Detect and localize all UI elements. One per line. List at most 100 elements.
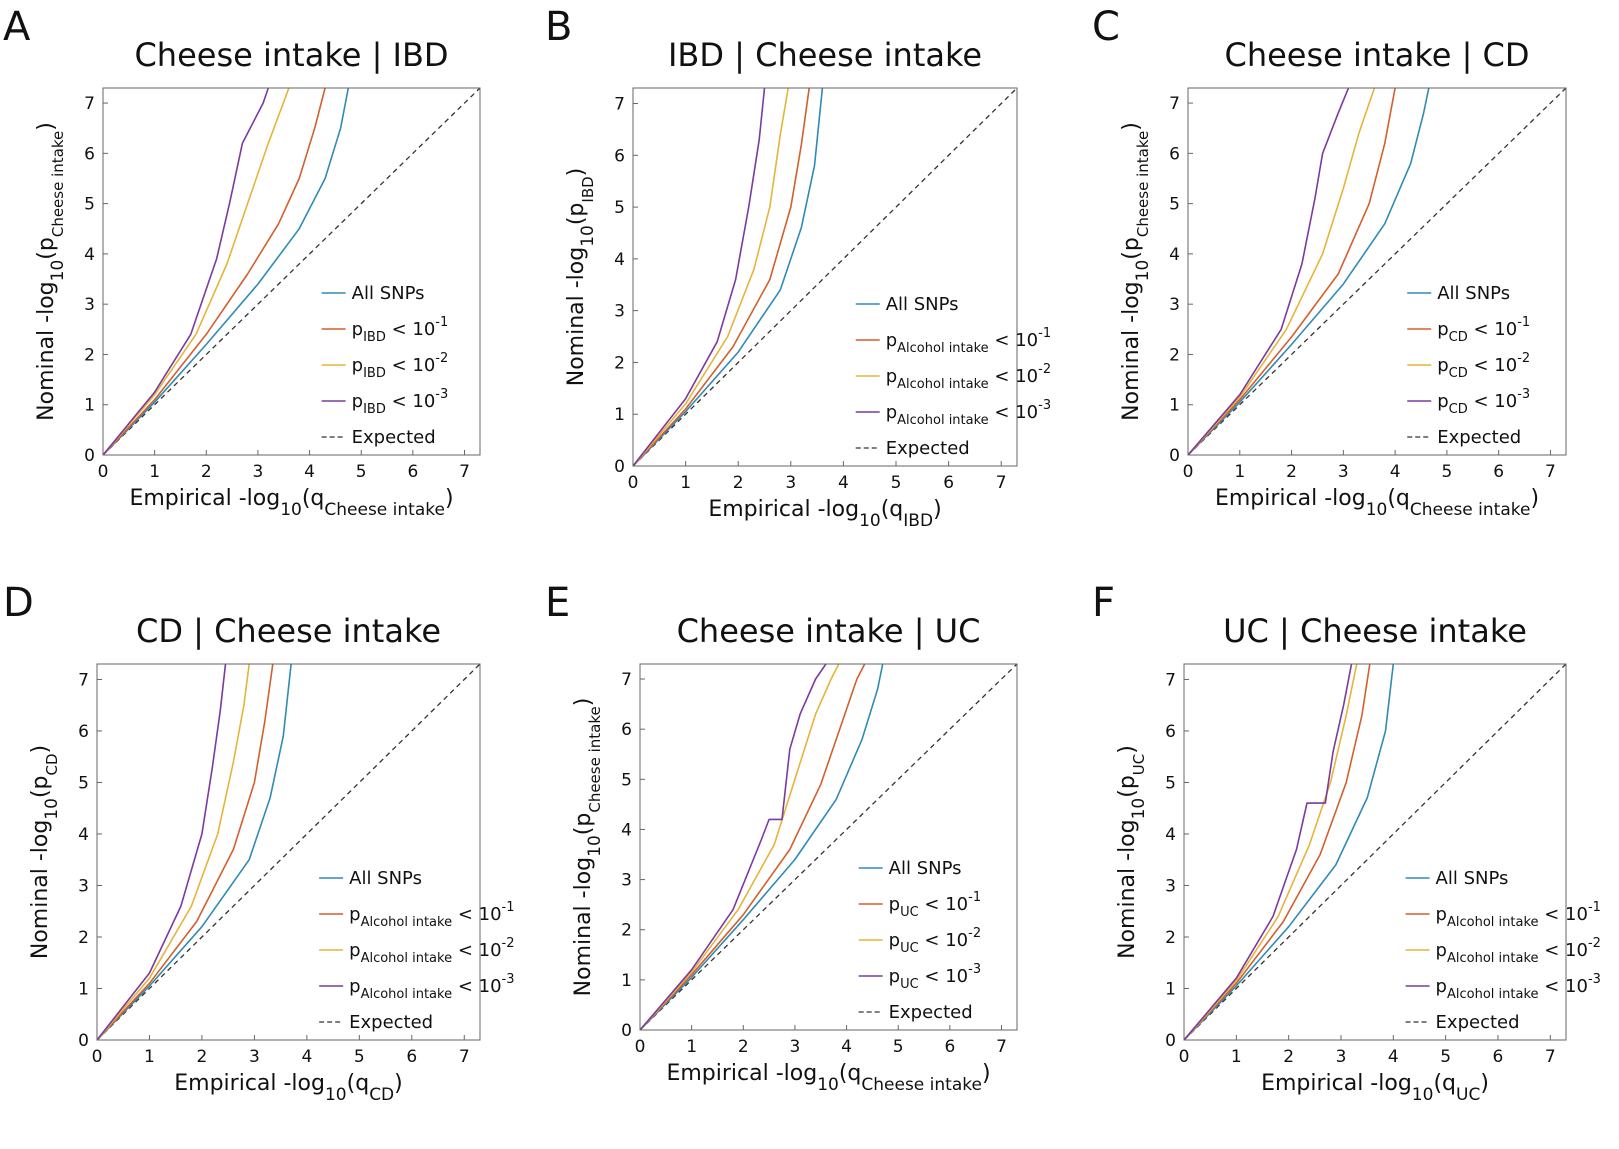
legend-exp: -2	[435, 351, 448, 366]
panel-title: UC | Cheese intake	[1223, 612, 1527, 650]
legend-rel: < 10	[452, 976, 501, 997]
legend-exp: -2	[1517, 351, 1530, 366]
x-tick-label: 5	[1441, 462, 1452, 482]
y-tick-label: 0	[78, 1031, 89, 1051]
legend-text: All SNPs	[886, 294, 959, 315]
legend-p: p	[886, 330, 897, 351]
y-tick-label: 4	[1169, 245, 1180, 265]
x-tick-label: 0	[92, 1047, 103, 1067]
legend-exp: -2	[1588, 936, 1601, 951]
legend-sub: UC	[900, 905, 919, 920]
legend-label-all: All SNPs	[349, 868, 422, 889]
expected-line	[632, 87, 1018, 467]
series-line-p2	[1184, 664, 1358, 1040]
legend-label-p2: pIBD < 10-2	[352, 351, 449, 381]
x-label-pre: Empirical -log	[1261, 1071, 1412, 1096]
x-label-mid: (q	[347, 1071, 370, 1096]
legend-rel: < 10	[1468, 391, 1517, 412]
x-label-post: )	[1530, 486, 1539, 511]
legend-exp: -1	[502, 900, 515, 915]
legend-label-p2: pCD < 10-2	[1437, 351, 1530, 381]
x-axis-label: Empirical -log10(qCD)	[174, 1071, 403, 1105]
legend-p: p	[889, 966, 900, 987]
y-tick-label: 5	[78, 773, 89, 793]
y-label-sub: 10	[585, 835, 605, 857]
y-tick-label: 2	[84, 345, 95, 365]
y-label-sub: CD	[43, 753, 61, 775]
series-line-all	[640, 664, 884, 1030]
series-line-p2	[633, 88, 789, 466]
legend-text: All SNPs	[1436, 868, 1509, 889]
y-tick-label: 0	[84, 446, 95, 466]
y-tick-label: 5	[1169, 195, 1180, 215]
legend-sub: Alcohol intake	[897, 341, 989, 356]
y-label-sub: 10	[578, 225, 598, 247]
x-axis-label: Empirical -log10(qIBD)	[708, 497, 941, 531]
x-tick-label: 4	[304, 462, 315, 482]
legend-p: p	[1436, 940, 1447, 961]
legend-label-p3: pCD < 10-3	[1437, 387, 1530, 417]
y-tick-label: 0	[621, 1021, 632, 1041]
panel-letter: E	[545, 580, 570, 626]
series-line-p3	[103, 88, 270, 455]
y-tick-label: 3	[1165, 876, 1176, 896]
y-tick-label: 3	[78, 876, 89, 896]
legend-text: All SNPs	[889, 858, 962, 879]
expected-line	[102, 87, 481, 456]
x-tick-label: 6	[407, 462, 418, 482]
legend-exp: -3	[1038, 398, 1051, 413]
y-label-sub: 10	[42, 798, 62, 820]
x-tick-label: 0	[635, 1037, 646, 1057]
x-tick-label: 3	[785, 473, 796, 493]
x-tick-label: 3	[1338, 462, 1349, 482]
y-tick-label: 6	[1169, 144, 1180, 164]
panel-title: CD | Cheese intake	[136, 612, 441, 650]
y-label-mid: (p	[564, 203, 589, 226]
x-tick-label: 5	[354, 1047, 365, 1067]
x-label-sub: Cheese intake	[861, 1075, 982, 1095]
legend-p: p	[352, 319, 363, 340]
y-tick-label: 6	[84, 144, 95, 164]
legend-rel: < 10	[386, 391, 435, 412]
legend-text: Expected	[352, 427, 436, 448]
legend-label-p3: pAlcohol intake < 10-3	[886, 398, 1051, 428]
x-axis-label: Empirical -log10(qCheese intake)	[129, 486, 453, 520]
legend-p: p	[352, 391, 363, 412]
legend-label-p2: pAlcohol intake < 10-2	[349, 936, 514, 966]
legend-p: p	[1436, 904, 1447, 925]
y-axis-label: Nominal -log10(pIBD)	[564, 168, 598, 387]
x-label-post: )	[982, 1061, 991, 1086]
x-tick-label: 4	[1388, 1047, 1399, 1067]
legend-label-p1: pUC < 10-1	[889, 890, 981, 920]
plot-frame	[102, 87, 481, 456]
series-line-p1	[633, 88, 810, 466]
x-tick-label: 1	[1234, 462, 1245, 482]
panel-letter: A	[3, 4, 31, 50]
y-label-post: )	[1115, 745, 1140, 754]
legend-exp: -3	[1517, 387, 1530, 402]
legend-p: p	[889, 930, 900, 951]
series-line-all	[1184, 664, 1395, 1040]
y-tick-label: 2	[1165, 928, 1176, 948]
x-tick-label: 7	[1545, 462, 1556, 482]
x-label-sub: IBD	[903, 511, 933, 531]
legend-p: p	[886, 402, 897, 423]
panel-title: Cheese intake | UC	[677, 612, 981, 650]
x-tick-label: 5	[1440, 1047, 1451, 1067]
legend-exp: -1	[435, 315, 448, 330]
plot-frame	[1187, 87, 1567, 456]
legend-label-p1: pCD < 10-1	[1437, 315, 1530, 345]
y-label-sub: 10	[48, 260, 68, 282]
y-tick-label: 7	[1165, 670, 1176, 690]
x-tick-label: 2	[1286, 462, 1297, 482]
y-label-mid: (p	[1115, 775, 1140, 798]
legend-exp: -1	[1588, 900, 1601, 915]
y-label-pre: Nominal -log	[1119, 281, 1144, 420]
x-label-pre: Empirical -log	[708, 497, 859, 522]
x-tick-label: 6	[406, 1047, 417, 1067]
x-label-pre: Empirical -log	[1215, 486, 1366, 511]
series-line-all	[97, 664, 292, 1040]
legend-sub: CD	[1449, 402, 1468, 417]
x-label-post: )	[1480, 1071, 1489, 1096]
